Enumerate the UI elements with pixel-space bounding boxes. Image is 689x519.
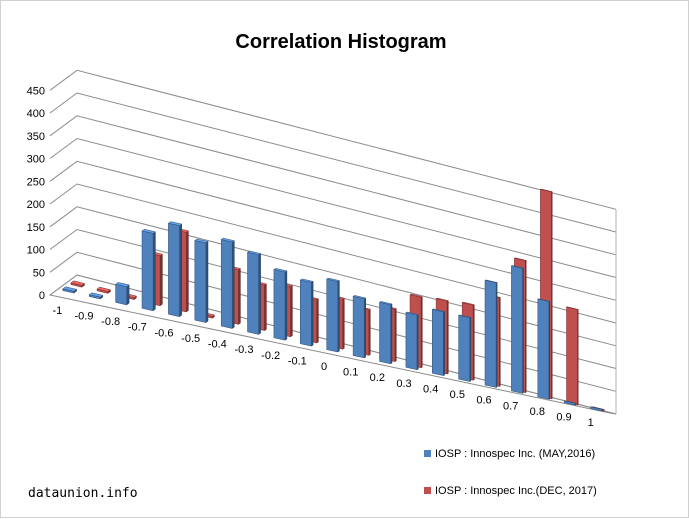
y-tick-label: 300 bbox=[27, 154, 45, 166]
bar bbox=[88, 292, 104, 300]
gridline bbox=[49, 69, 617, 210]
y-axis-ticks: 0 50 100 150 200 250 300 350 400 450 bbox=[27, 85, 45, 302]
bar bbox=[299, 278, 314, 347]
bar bbox=[194, 238, 209, 324]
x-tick-label: 0.7 bbox=[503, 400, 518, 412]
x-tick-label: 0.9 bbox=[556, 412, 571, 424]
bar bbox=[325, 277, 341, 353]
x-tick-label: 0.6 bbox=[476, 395, 491, 407]
x-tick-label: 1 bbox=[588, 417, 594, 429]
gridline bbox=[49, 183, 617, 324]
bar bbox=[220, 237, 235, 329]
bars-layer bbox=[62, 188, 605, 412]
x-tick-label: -0.6 bbox=[155, 327, 174, 339]
gridline bbox=[49, 160, 617, 301]
legend-label-may-2016: IOSP : Innospec Inc. (MAY,2016) bbox=[435, 448, 595, 460]
bar bbox=[537, 298, 550, 400]
gridline bbox=[49, 92, 617, 233]
bar bbox=[273, 268, 288, 341]
x-tick-label: -1 bbox=[52, 305, 62, 317]
watermark: dataunion.info bbox=[28, 486, 138, 501]
x-tick-label: 0.5 bbox=[450, 389, 465, 401]
gridline bbox=[49, 137, 617, 278]
gridline bbox=[49, 115, 617, 256]
bar bbox=[115, 282, 130, 306]
x-tick-label: -0.3 bbox=[235, 344, 254, 356]
bar bbox=[96, 286, 112, 294]
y-tick-label: 0 bbox=[39, 290, 45, 302]
x-tick-label: 0.8 bbox=[530, 406, 545, 418]
bar bbox=[378, 301, 393, 365]
x-tick-label: -0.8 bbox=[101, 316, 120, 328]
y-tick-label: 450 bbox=[27, 85, 45, 97]
legend-swatch-dec-2017 bbox=[424, 487, 431, 494]
bar bbox=[431, 308, 446, 376]
x-tick-label: -0.4 bbox=[208, 339, 227, 351]
bar bbox=[457, 314, 472, 382]
grid-layer bbox=[48, 69, 617, 415]
x-tick-label: -0.5 bbox=[181, 333, 200, 345]
legend: IOSP : Innospec Inc. (MAY,2016) IOSP : I… bbox=[424, 448, 597, 497]
x-tick-label: 0.3 bbox=[396, 378, 411, 390]
bar bbox=[167, 221, 183, 318]
y-tick-label: 250 bbox=[27, 176, 45, 188]
y-tick-label: 350 bbox=[27, 131, 45, 143]
bar bbox=[246, 250, 262, 335]
y-tick-label: 50 bbox=[33, 267, 45, 279]
bar bbox=[563, 400, 577, 406]
x-tick-label: -0.1 bbox=[288, 355, 307, 367]
bar bbox=[70, 280, 86, 288]
bar bbox=[484, 279, 499, 388]
bar bbox=[590, 406, 603, 412]
bar bbox=[566, 306, 579, 406]
legend-swatch-may-2016 bbox=[424, 450, 431, 457]
x-axis-ticks: -1 -0.9 -0.8 -0.7 -0.6 -0.5 -0.4 -0.3 -0.2 -0.1 0 0… bbox=[52, 305, 593, 429]
y-tick-label: 150 bbox=[27, 222, 45, 234]
y-tick-label: 200 bbox=[27, 199, 45, 211]
y-tick-label: 400 bbox=[27, 108, 45, 120]
bar bbox=[405, 311, 420, 371]
x-tick-label: -0.2 bbox=[261, 350, 280, 362]
bar bbox=[141, 228, 157, 312]
x-tick-label: 0 bbox=[321, 361, 327, 373]
x-tick-label: 0.4 bbox=[423, 383, 438, 395]
y-tick-label: 100 bbox=[27, 245, 45, 257]
x-tick-label: -0.7 bbox=[128, 322, 147, 334]
x-tick-label: 0.2 bbox=[370, 372, 385, 384]
x-tick-label: -0.9 bbox=[75, 310, 94, 322]
bar bbox=[62, 286, 78, 294]
bar bbox=[352, 295, 367, 359]
x-tick-label: 0.1 bbox=[343, 367, 358, 379]
chart-title: Correlation Histogram bbox=[235, 31, 446, 53]
legend-label-dec-2017: IOSP : Innospec Inc.(DEC, 2017) bbox=[435, 485, 597, 497]
bar bbox=[511, 265, 524, 394]
